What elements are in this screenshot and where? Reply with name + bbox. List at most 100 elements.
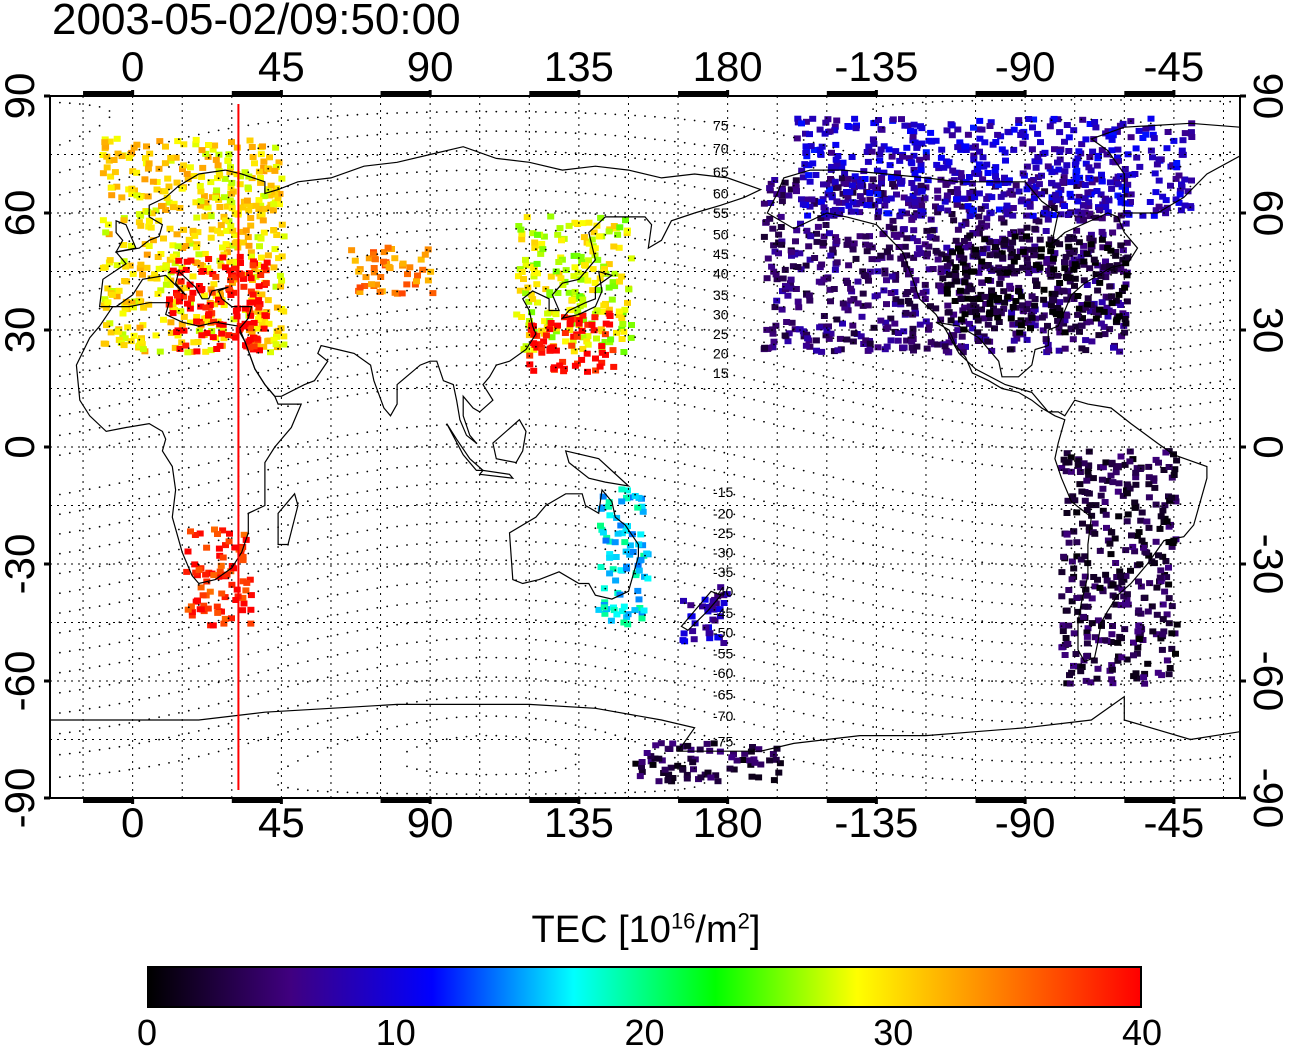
tec-pixel — [1122, 187, 1129, 194]
tec-pixel — [1080, 261, 1088, 268]
tec-pixel — [625, 286, 633, 293]
tec-pixel — [145, 243, 153, 249]
tec-pixel — [1098, 147, 1106, 154]
tec-pixel — [527, 291, 535, 298]
mlat-contour-dot — [396, 506, 398, 508]
tec-pixel — [739, 757, 747, 763]
tec-pixel — [1031, 243, 1039, 250]
mlat-contour-dot — [68, 775, 71, 778]
tec-pixel — [877, 146, 885, 153]
tec-pixel — [1162, 449, 1170, 456]
tec-pixel — [121, 335, 129, 342]
mlat-contour-dot — [336, 653, 339, 656]
mlat-contour-dot — [1149, 564, 1152, 567]
tec-pixel — [1063, 531, 1071, 538]
tec-pixel — [1060, 288, 1068, 295]
mlat-contour-dot — [1030, 663, 1033, 665]
mlat-contour-dot — [316, 678, 319, 681]
mlat-contour-dot — [594, 792, 597, 795]
tec-pixel — [140, 304, 148, 311]
mlat-contour-dot — [505, 637, 508, 640]
tec-pixel — [1141, 680, 1149, 687]
mlat-contour-dot — [773, 705, 775, 708]
mlat-contour-dot — [1110, 683, 1112, 686]
tec-pixel — [634, 587, 642, 594]
tec-pixel — [1004, 293, 1012, 300]
mlat-contour-dot — [1100, 527, 1103, 530]
mlat-contour-dot — [108, 543, 111, 546]
mlat-contour-dot — [78, 549, 81, 552]
tec-pixel — [886, 254, 894, 261]
mlat-contour-dot — [108, 523, 111, 526]
tec-pixel — [1035, 181, 1043, 188]
mlat-contour-dot — [862, 662, 865, 665]
mlat-contour-dot — [634, 533, 636, 535]
tec-pixel — [1106, 540, 1114, 547]
tec-pixel — [1150, 135, 1158, 142]
tec-pixel — [942, 347, 950, 354]
tec-pixel — [750, 756, 758, 763]
mlat-contour-dot — [1110, 722, 1112, 725]
tec-pixel — [222, 217, 230, 224]
mlat-contour-dot — [1130, 546, 1132, 549]
tec-pixel — [278, 175, 286, 182]
tec-pixel — [233, 313, 241, 320]
tec-pixel — [247, 325, 254, 332]
tec-pixel — [952, 264, 960, 271]
tec-pixel — [655, 778, 663, 785]
tec-pixel — [983, 245, 991, 252]
mlat-contour-dot — [812, 611, 815, 614]
tec-pixel — [911, 202, 919, 209]
tec-pixel — [918, 212, 925, 219]
mlat-contour-dot — [227, 537, 230, 539]
tec-pixel — [1104, 537, 1112, 544]
tec-pixel — [1108, 676, 1116, 683]
tec-pixel — [605, 261, 613, 268]
tec-pixel — [1173, 160, 1181, 166]
mlat-contour-dot — [207, 622, 210, 624]
tec-pixel — [881, 270, 889, 277]
mlat-contour-dot — [525, 618, 527, 621]
mlat-contour-dot — [1229, 694, 1231, 697]
tec-pixel — [129, 304, 137, 311]
tec-pixel — [247, 312, 254, 319]
tec-pixel — [1058, 593, 1066, 600]
mlat-contour-dot — [227, 700, 230, 703]
mlat-contour-dot — [148, 555, 151, 557]
mlat-contour-dot — [88, 667, 91, 669]
tec-pixel — [197, 261, 205, 268]
tec-pixel — [601, 331, 609, 338]
tec-pixel — [1116, 348, 1124, 355]
tec-pixel — [664, 777, 672, 784]
mlat-contour-dot — [634, 672, 636, 675]
mlat-contour-dot — [108, 747, 111, 750]
mlat-contour-dot — [614, 471, 617, 473]
mlat-contour-dot — [217, 702, 220, 705]
tec-pixel — [531, 239, 539, 246]
mlat-contour-dot — [901, 689, 904, 692]
tec-pixel — [1061, 203, 1068, 209]
tec-pixel — [1066, 190, 1074, 197]
tec-pixel — [1170, 537, 1178, 544]
tec-pixel — [1063, 450, 1071, 457]
tec-pixel — [120, 342, 128, 349]
tec-pixel — [230, 565, 238, 572]
mlat-contour-dot — [88, 647, 91, 649]
mlat-contour-dot — [68, 731, 71, 734]
tec-pixel — [526, 361, 534, 368]
tec-pixel — [816, 126, 824, 133]
mlat-contour-dot — [227, 477, 230, 480]
tec-pixel — [1123, 481, 1131, 488]
tec-data-layer — [99, 115, 1196, 785]
mlat-contour-dot — [98, 665, 101, 668]
mlat-contour-dot — [88, 627, 91, 629]
tec-pixel — [239, 578, 247, 585]
tec-pixel — [991, 325, 998, 332]
mlat-contour-dot — [297, 728, 299, 730]
tec-pixel — [1086, 265, 1094, 272]
tec-pixel — [1123, 239, 1131, 246]
mlat-contour-dot — [1030, 721, 1033, 724]
mlat-contour-dot — [1001, 602, 1003, 605]
tec-pixel — [206, 588, 214, 595]
mlat-contour-dot — [445, 619, 448, 621]
